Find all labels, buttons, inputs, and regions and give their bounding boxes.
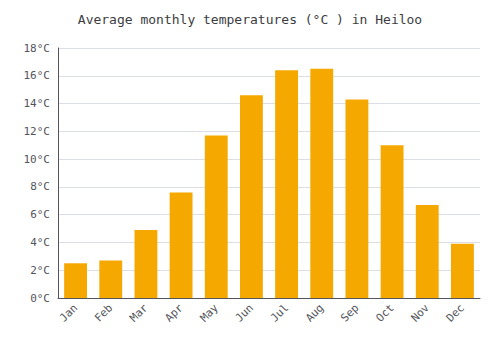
svg-text:Mar: Mar — [127, 301, 150, 324]
svg-text:0°C: 0°C — [30, 292, 50, 305]
svg-text:10°C: 10°C — [24, 153, 51, 166]
svg-text:18°C: 18°C — [24, 42, 51, 55]
svg-text:16°C: 16°C — [24, 69, 51, 82]
svg-text:Jan: Jan — [57, 301, 80, 324]
svg-text:14°C: 14°C — [24, 97, 51, 110]
svg-text:Jun: Jun — [233, 301, 256, 324]
svg-text:May: May — [198, 301, 221, 324]
svg-text:12°C: 12°C — [24, 125, 51, 138]
svg-text:Jul: Jul — [268, 301, 291, 324]
svg-text:Oct: Oct — [373, 301, 396, 324]
svg-text:2°C: 2°C — [30, 264, 50, 277]
svg-text:Average monthly temperatures (: Average monthly temperatures (°C ) in He… — [78, 12, 422, 27]
svg-text:Aug: Aug — [303, 301, 326, 324]
svg-text:Dec: Dec — [444, 301, 467, 324]
svg-text:Sep: Sep — [338, 301, 361, 324]
svg-text:Apr: Apr — [162, 301, 185, 324]
svg-text:Feb: Feb — [92, 301, 115, 324]
svg-text:8°C: 8°C — [30, 180, 50, 193]
svg-text:4°C: 4°C — [30, 236, 50, 249]
svg-text:Nov: Nov — [409, 301, 432, 324]
svg-text:6°C: 6°C — [30, 208, 50, 221]
